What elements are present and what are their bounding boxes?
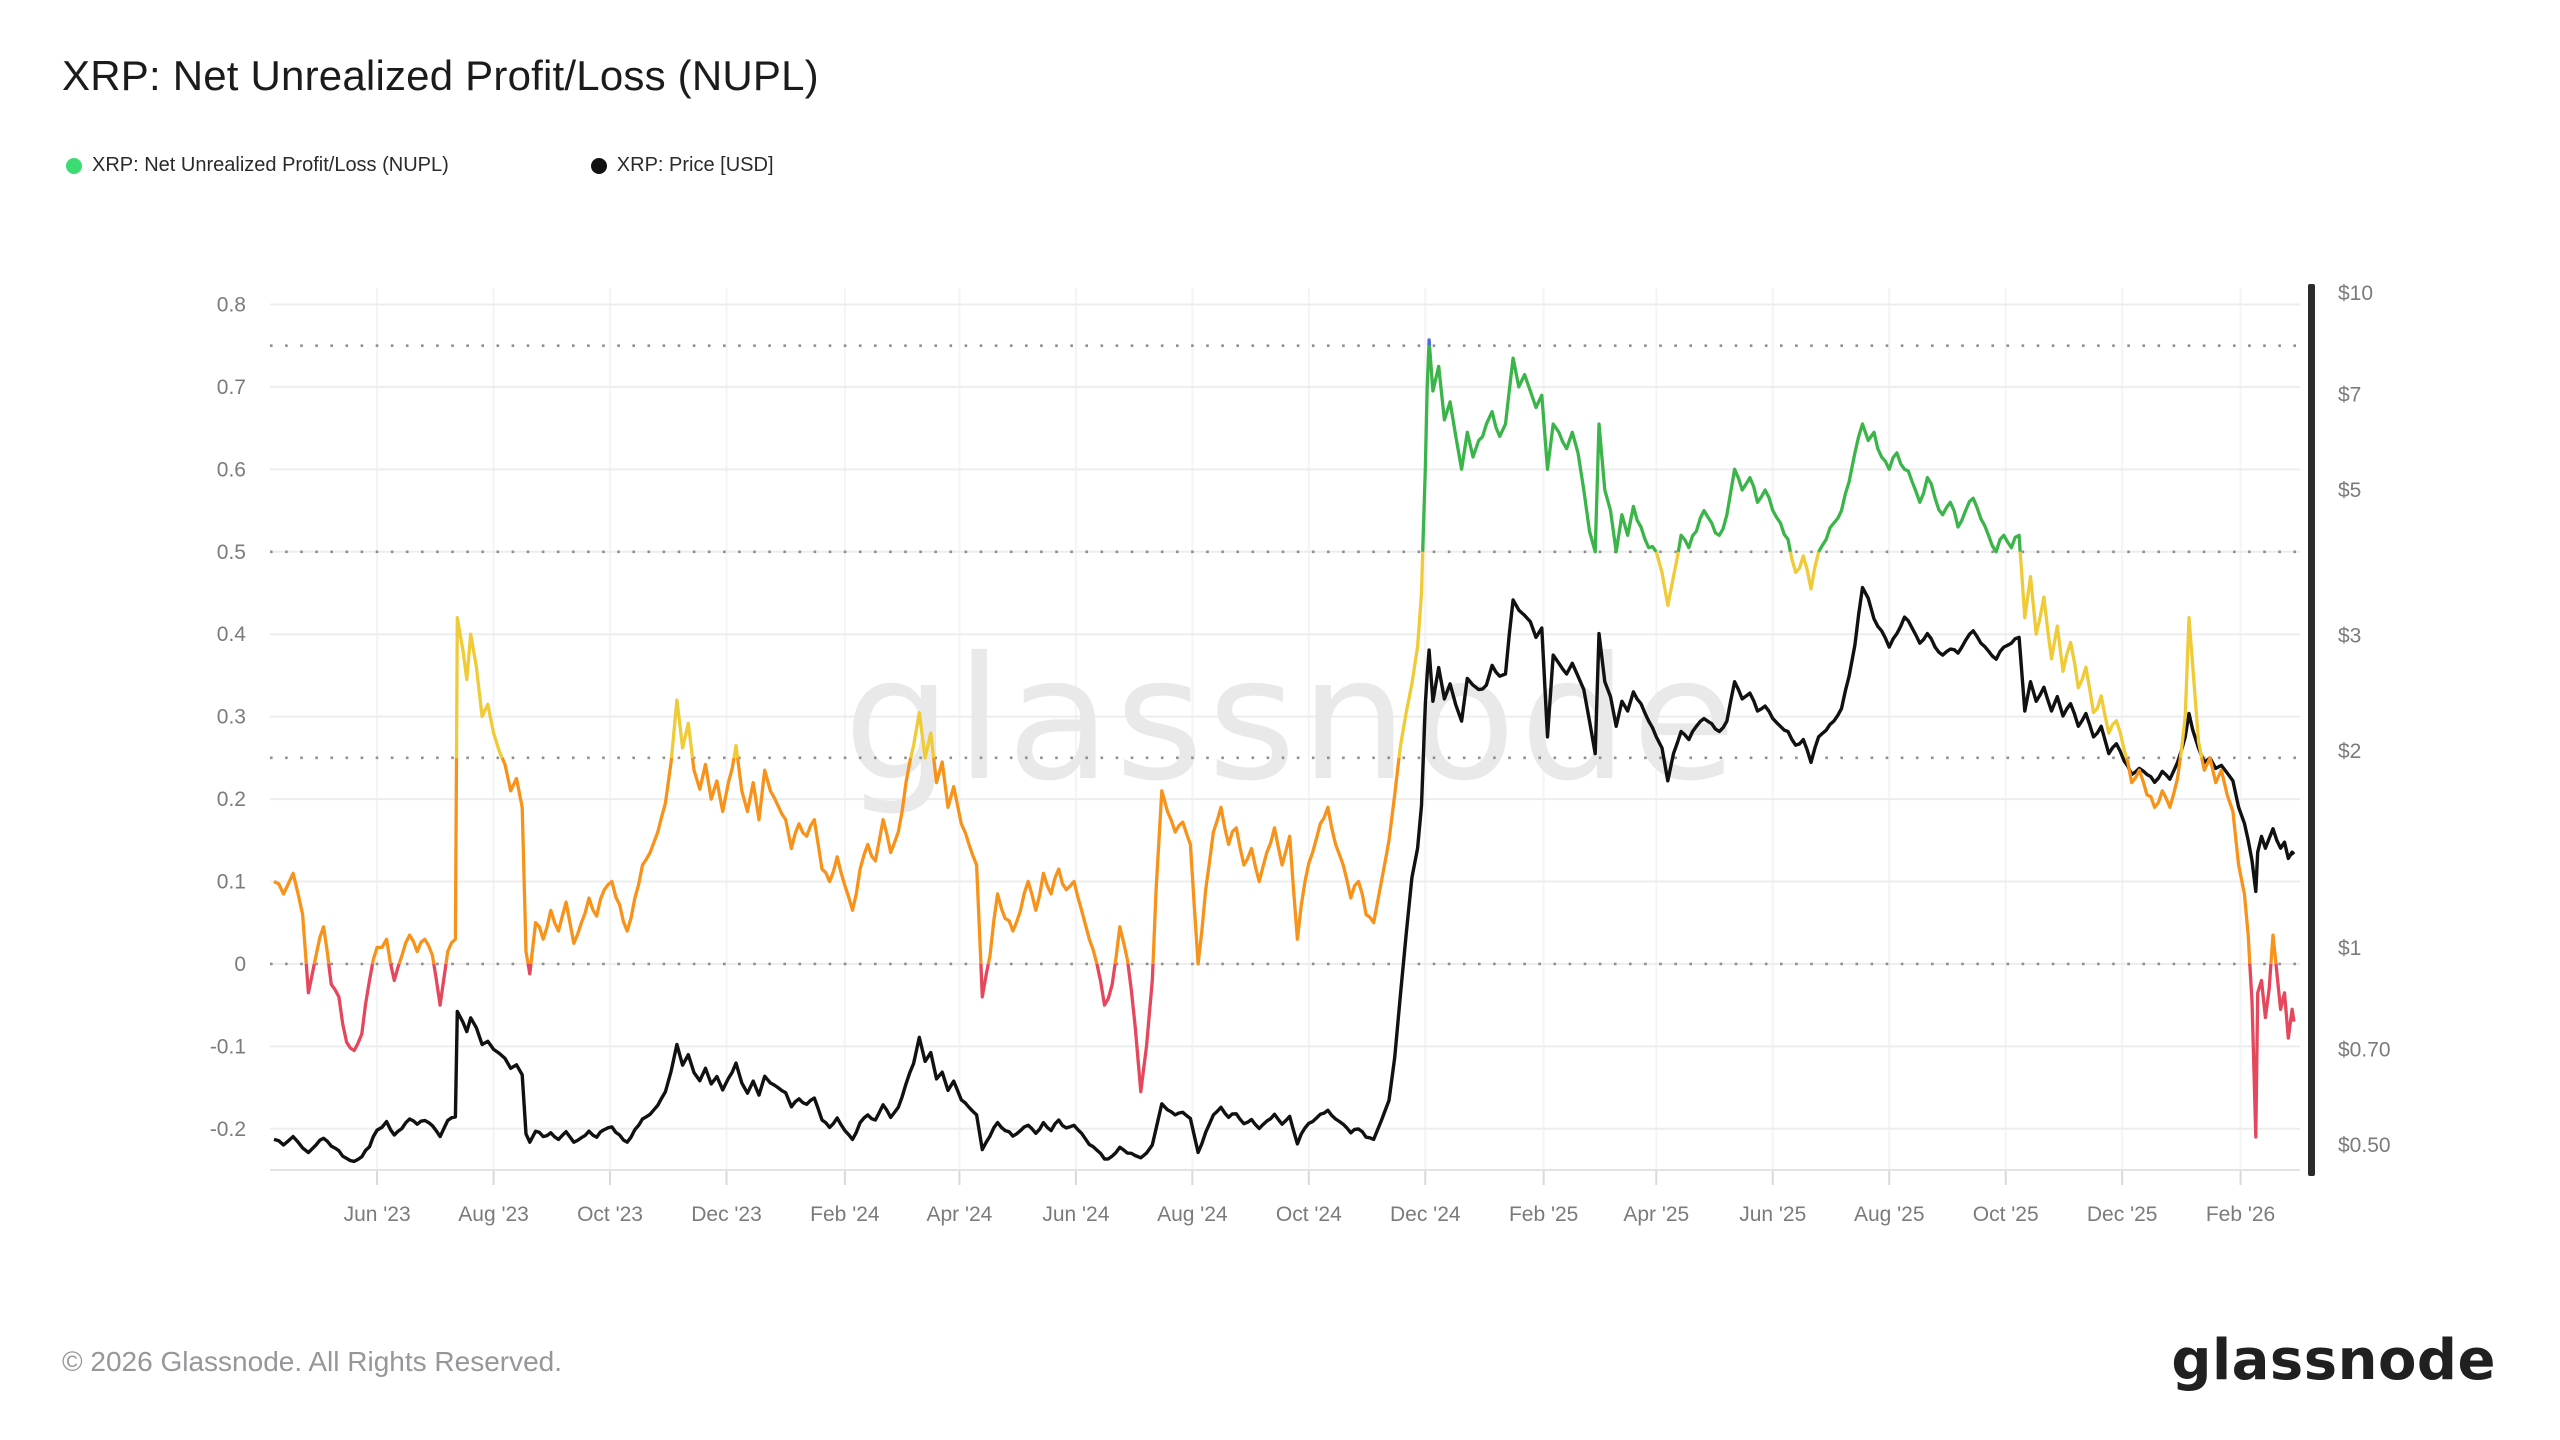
left-axis-tick-label: 0.3: [217, 706, 246, 729]
left-axis-tick-label: -0.2: [210, 1118, 246, 1141]
nupl-line-segment: [500, 757, 530, 965]
x-tick-label: Aug '23: [458, 1203, 529, 1226]
left-axis-tick-label: 0.4: [217, 623, 247, 646]
x-tick-label: Dec '23: [691, 1203, 762, 1226]
chart-series: [273, 338, 2296, 1164]
nupl-legend-dot-icon: [66, 157, 82, 174]
x-tick-label: Oct '24: [1276, 1203, 1342, 1226]
nupl-line-segment: [1126, 963, 1155, 1094]
left-axis-tick-label: 0.8: [217, 293, 246, 316]
right-axis-tick-label: $7: [2338, 384, 2361, 407]
nupl-line-segment: [388, 963, 401, 983]
nupl-line-segment: [1151, 757, 1401, 966]
nupl-line-segment: [526, 963, 533, 976]
nupl-line-segment: [1397, 551, 1425, 759]
x-tick-label: Aug '25: [1854, 1203, 1925, 1226]
nupl-line-segment: [370, 937, 393, 966]
nupl-line-segment: [2018, 551, 2129, 759]
nupl-line-segment: [2274, 963, 2296, 1040]
nupl-line-segment: [454, 616, 504, 759]
x-tick-label: Apr '25: [1623, 1203, 1689, 1226]
x-tick-label: Dec '25: [2087, 1203, 2158, 1226]
nupl-line-segment: [986, 867, 1099, 965]
left-axis-tick-label: -0.1: [210, 1035, 246, 1058]
legend-item-nupl[interactable]: XRP: Net Unrealized Profit/Loss (NUPL): [66, 154, 449, 177]
x-tick-label: Jun '23: [344, 1203, 411, 1226]
nupl-line-segment: [432, 963, 448, 1007]
right-axis-tick-label: $1: [2338, 937, 2361, 960]
left-axis-tick-label: 0.1: [217, 870, 246, 893]
x-tick-label: Aug '24: [1157, 1203, 1228, 1226]
glassnode-watermark: glassnode: [844, 621, 1741, 819]
nupl-line-segment: [397, 933, 436, 965]
nupl-line-segment: [1113, 925, 1130, 965]
nupl-line-segment: [1095, 963, 1117, 1007]
glassnode-logo: glassnode: [2171, 1328, 2496, 1393]
left-axis-tick-label: 0.7: [217, 376, 246, 399]
right-axis-tick-label: $3: [2338, 624, 2361, 647]
nupl-line-segment: [1421, 345, 1431, 552]
left-axis-tick-label: 0.6: [217, 458, 246, 481]
price-line: [273, 585, 2296, 1164]
nupl-line-segment: [1676, 467, 1793, 553]
nupl-line-segment: [1427, 338, 1432, 346]
nupl-line-segment: [1788, 551, 1821, 591]
nupl-line-segment: [932, 757, 983, 964]
right-axis-tick-label: $2: [2338, 740, 2361, 763]
price-legend-dot-icon: [590, 157, 607, 174]
x-tick-label: Feb '24: [810, 1203, 880, 1226]
x-tick-label: Oct '23: [577, 1203, 643, 1226]
x-tick-label: Jun '24: [1042, 1203, 1109, 1226]
nupl-line-segment: [669, 698, 695, 759]
nupl-line-segment: [1427, 345, 1658, 554]
copyright-text: © 2026 Glassnode. All Rights Reserved.: [62, 1346, 563, 1377]
nupl-line-segment: [909, 710, 936, 760]
x-tick-label: Feb '25: [1509, 1203, 1578, 1226]
nupl-legend-label: XRP: Net Unrealized Profit/Loss (NUPL): [92, 154, 449, 176]
price-legend-label: XRP: Price [USD]: [616, 154, 774, 176]
nupl-line-segment: [2248, 963, 2273, 1139]
chart-axes: Jun '23 Aug '23 Oct '23 Dec '23 Feb '24 Apr '…: [210, 282, 2391, 1226]
nupl-line-segment: [2178, 616, 2204, 759]
right-axis-tick-label: $10: [2338, 282, 2373, 305]
nupl-line-segment: [1817, 422, 2022, 554]
nupl-line-segment: [444, 757, 459, 965]
legend-item-price[interactable]: XRP: Price [USD]: [590, 154, 774, 177]
x-tick-label: Jun '25: [1739, 1203, 1806, 1226]
nupl-line-segment: [304, 963, 316, 995]
nupl-line-segment: [327, 963, 375, 1053]
x-tick-label: Dec '24: [1390, 1203, 1461, 1226]
x-tick-label: Feb '26: [2206, 1203, 2275, 1226]
nupl-line-segment: [529, 757, 674, 965]
x-tick-label: Apr '24: [926, 1203, 992, 1226]
nupl-line-segment: [2269, 933, 2278, 965]
left-axis-tick-label: 0.5: [217, 541, 246, 564]
nupl-line-segment: [690, 757, 736, 814]
left-axis-tick-label: 0: [234, 953, 246, 976]
left-axis-tick-label: 0.2: [217, 788, 246, 811]
nupl-line-segment: [2124, 757, 2183, 809]
nupl-line-segment: [979, 963, 990, 999]
page-title: XRP: Net Unrealized Profit/Loss (NUPL): [62, 52, 819, 99]
right-axis-tick-label: $0.70: [2338, 1038, 2391, 1061]
chart-legend: XRP: Net Unrealized Profit/Loss (NUPL) X…: [66, 154, 774, 177]
right-axis-tick-label: $5: [2338, 479, 2361, 502]
nupl-line-segment: [273, 871, 308, 965]
nupl-line-segment: [312, 925, 331, 965]
nupl-line-segment: [2200, 756, 2252, 964]
nupl-line-segment: [735, 757, 913, 912]
nupl-line-segment: [1654, 551, 1680, 608]
right-axis-bar: [2308, 284, 2315, 1176]
nupl-line-segment: [732, 743, 740, 759]
x-tick-label: Oct '25: [1973, 1203, 2039, 1226]
band-threshold-dotted-lines: [270, 344, 2300, 966]
right-axis-tick-label: $0.50: [2338, 1134, 2391, 1157]
